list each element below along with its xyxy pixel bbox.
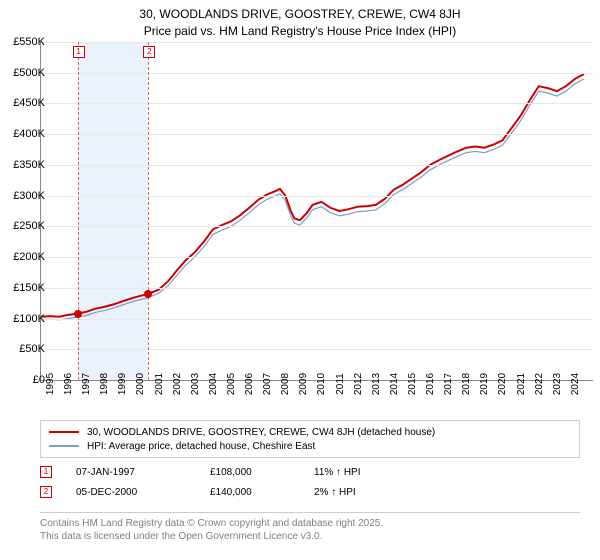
x-axis-label: 2020 xyxy=(497,373,508,395)
x-axis-label: 2002 xyxy=(172,373,183,395)
sale-marker-icon: 2 xyxy=(143,46,155,58)
x-axis-label: 2006 xyxy=(244,373,255,395)
y-axis-label: £50K xyxy=(5,343,45,355)
x-axis-label: 2012 xyxy=(353,373,364,395)
x-axis-label: 2001 xyxy=(154,373,165,395)
x-axis-label: 2013 xyxy=(371,373,382,395)
chart-plot-area: 1995199619971998199920002001200220032004… xyxy=(40,42,593,381)
x-axis-label: 1997 xyxy=(81,373,92,395)
event-price: £108,000 xyxy=(210,467,314,478)
x-axis-label: 2017 xyxy=(443,373,454,395)
x-axis-label: 2003 xyxy=(190,373,201,395)
legend-swatch xyxy=(49,431,79,433)
x-axis-label: 2018 xyxy=(461,373,472,395)
y-axis-label: £150K xyxy=(5,282,45,294)
x-axis-label: 2024 xyxy=(570,373,581,395)
x-axis-label: 2021 xyxy=(516,373,527,395)
x-axis-label: 2007 xyxy=(262,373,273,395)
legend-row: 30, WOODLANDS DRIVE, GOOSTREY, CREWE, CW… xyxy=(49,425,571,439)
event-delta: 2% ↑ HPI xyxy=(314,487,414,498)
legend-swatch xyxy=(49,445,79,446)
legend-box: 30, WOODLANDS DRIVE, GOOSTREY, CREWE, CW… xyxy=(40,420,580,458)
x-axis-label: 1999 xyxy=(117,373,128,395)
event-delta: 11% ↑ HPI xyxy=(314,467,414,478)
x-axis-label: 2022 xyxy=(534,373,545,395)
x-axis-label: 2008 xyxy=(280,373,291,395)
event-price: £140,000 xyxy=(210,487,314,498)
attribution-footer: Contains HM Land Registry data © Crown c… xyxy=(40,512,580,543)
series-line-hpi xyxy=(41,79,584,320)
x-axis-label: 2011 xyxy=(335,373,346,395)
legend-label: HPI: Average price, detached house, Ches… xyxy=(87,441,315,452)
y-axis-label: £450K xyxy=(5,97,45,109)
events-table: 1 07-JAN-1997 £108,000 11% ↑ HPI 2 05-DE… xyxy=(40,462,580,502)
event-marker-icon: 1 xyxy=(40,466,52,478)
x-axis-label: 2015 xyxy=(407,373,418,395)
y-axis-label: £400K xyxy=(5,128,45,140)
x-axis-label: 1995 xyxy=(45,373,56,395)
event-marker-icon: 2 xyxy=(40,486,52,498)
footer-line: This data is licensed under the Open Gov… xyxy=(40,530,580,543)
x-axis-label: 2000 xyxy=(135,373,146,395)
x-axis-label: 1996 xyxy=(63,373,74,395)
y-axis-label: £250K xyxy=(5,220,45,232)
x-axis-label: 2019 xyxy=(479,373,490,395)
y-axis-label: £500K xyxy=(5,67,45,79)
legend-row: HPI: Average price, detached house, Ches… xyxy=(49,439,571,453)
title-line-1: 30, WOODLANDS DRIVE, GOOSTREY, CREWE, CW… xyxy=(0,6,600,23)
event-date: 07-JAN-1997 xyxy=(76,467,210,478)
event-row: 1 07-JAN-1997 £108,000 11% ↑ HPI xyxy=(40,462,580,482)
sale-dot-icon xyxy=(144,290,152,298)
x-axis-label: 2014 xyxy=(389,373,400,395)
x-axis-label: 2023 xyxy=(552,373,563,395)
y-axis-label: £0 xyxy=(5,374,45,386)
x-axis-label: 2016 xyxy=(425,373,436,395)
x-axis-label: 2010 xyxy=(316,373,327,395)
event-date: 05-DEC-2000 xyxy=(76,487,210,498)
y-axis-label: £300K xyxy=(5,190,45,202)
event-row: 2 05-DEC-2000 £140,000 2% ↑ HPI xyxy=(40,482,580,502)
footer-line: Contains HM Land Registry data © Crown c… xyxy=(40,517,580,530)
legend-label: 30, WOODLANDS DRIVE, GOOSTREY, CREWE, CW… xyxy=(87,427,435,438)
y-axis-label: £200K xyxy=(5,251,45,263)
y-axis-label: £100K xyxy=(5,313,45,325)
title-line-2: Price paid vs. HM Land Registry's House … xyxy=(0,23,600,40)
title-area: 30, WOODLANDS DRIVE, GOOSTREY, CREWE, CW… xyxy=(0,0,600,40)
x-axis-label: 2004 xyxy=(208,373,219,395)
x-axis-label: 1998 xyxy=(99,373,110,395)
chart-container: 30, WOODLANDS DRIVE, GOOSTREY, CREWE, CW… xyxy=(0,0,600,560)
y-axis-label: £350K xyxy=(5,159,45,171)
x-axis-label: 2005 xyxy=(226,373,237,395)
chart-lines-svg xyxy=(41,42,593,380)
sale-dot-icon xyxy=(74,310,82,318)
x-axis-label: 2009 xyxy=(298,373,309,395)
y-axis-label: £550K xyxy=(5,36,45,48)
sale-marker-icon: 1 xyxy=(73,46,85,58)
